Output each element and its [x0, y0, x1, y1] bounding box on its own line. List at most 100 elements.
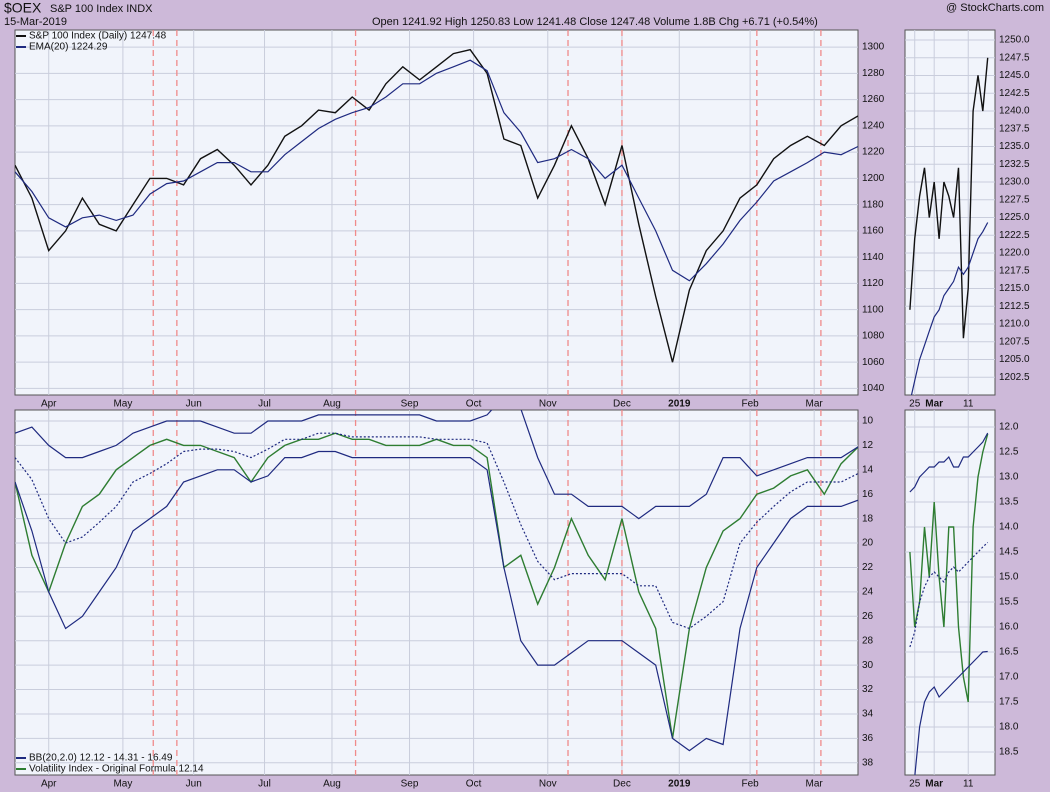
y-tick-label: 1247.5 [999, 52, 1030, 63]
y-tick-label: 14.0 [999, 522, 1019, 533]
legend-label: S&P 100 Index (Daily) 1247.48 [29, 31, 167, 42]
legend-label: BB(20,2.0) 12.12 - 14.31 - 16.49 [29, 753, 173, 764]
x-tick-label: 2019 [668, 779, 691, 790]
series-line [909, 432, 989, 493]
series-line [909, 433, 989, 703]
date: 15-Mar-2019 [4, 16, 67, 28]
series-line [909, 57, 989, 339]
x-tick-label: Mar [806, 399, 824, 410]
x-tick-label: 11 [963, 399, 974, 410]
x-tick-label: Oct [466, 779, 482, 790]
quote: Open 1241.92 High 1250.83 Low 1241.48 Cl… [372, 16, 818, 28]
y-tick-label: 26 [862, 611, 874, 622]
y-tick-label: 1200 [862, 173, 885, 184]
y-tick-label: 1205.0 [999, 354, 1030, 365]
plot-area [14, 29, 859, 396]
y-tick-label: 1300 [862, 42, 885, 53]
y-tick-label: 1140 [862, 252, 884, 263]
y-tick-label: 1220.0 [999, 248, 1030, 259]
plot-area [14, 409, 859, 776]
y-tick-label: 1227.5 [999, 194, 1030, 205]
y-tick-label: 15.0 [999, 572, 1019, 583]
x-tick-label: 25 [909, 399, 921, 410]
y-tick-label: 1250.0 [999, 35, 1030, 46]
x-tick-label: Nov [539, 779, 557, 790]
x-tick-label: Dec [613, 399, 631, 410]
y-tick-label: 17.5 [999, 697, 1019, 708]
y-tick-label: 1100 [862, 304, 884, 315]
x-tick-label: Jul [258, 399, 271, 410]
y-tick-label: 1217.5 [999, 265, 1030, 276]
x-tick-label: Mar [806, 779, 824, 790]
y-tick-label: 18 [862, 513, 874, 524]
y-tick-label: 20 [862, 538, 874, 549]
x-tick-label: Apr [41, 779, 57, 790]
y-tick-label: 1210.0 [999, 319, 1030, 330]
x-tick-label: Jun [186, 779, 202, 790]
y-tick-label: 1240.0 [999, 106, 1030, 117]
x-tick-label: Feb [741, 779, 759, 790]
x-tick-label: 2019 [668, 399, 691, 410]
y-tick-label: 1235.0 [999, 141, 1030, 152]
y-tick-label: 1215.0 [999, 283, 1030, 294]
y-tick-label: 1240 [862, 120, 885, 131]
y-tick-label: 28 [862, 635, 874, 646]
credit: @ StockCharts.com [946, 2, 1044, 14]
y-tick-label: 16 [862, 489, 874, 500]
y-tick-label: 1040 [862, 383, 885, 394]
series-line [910, 222, 989, 395]
y-tick-label: 1160 [862, 226, 884, 237]
series-line [914, 650, 988, 775]
y-tick-label: 1080 [862, 331, 885, 342]
y-tick-label: 15.5 [999, 597, 1019, 608]
y-tick-label: 1180 [862, 199, 884, 210]
y-tick-label: 12.5 [999, 447, 1019, 458]
symbol: $OEX [4, 0, 42, 16]
y-tick-label: 14 [862, 464, 874, 475]
x-tick-label: Mar [925, 779, 943, 790]
x-tick-label: Feb [741, 399, 759, 410]
series-line [15, 48, 858, 363]
legend-label: Volatility Index - Original Formula 12.1… [29, 764, 204, 775]
y-tick-label: 1212.5 [999, 301, 1030, 312]
y-tick-label: 36 [862, 733, 874, 744]
plot-area [904, 409, 996, 776]
x-tick-label: Apr [41, 399, 57, 410]
y-tick-label: 1220 [862, 147, 885, 158]
x-tick-label: Sep [401, 399, 419, 410]
series-line [15, 450, 858, 752]
y-tick-label: 1230.0 [999, 177, 1030, 188]
series-line [15, 410, 858, 520]
x-tick-label: Sep [401, 779, 419, 790]
x-tick-label: Dec [613, 779, 631, 790]
y-tick-label: 16.5 [999, 647, 1019, 658]
y-tick-label: 1245.0 [999, 70, 1030, 81]
x-tick-label: Nov [539, 399, 557, 410]
y-tick-label: 1280 [862, 68, 885, 79]
y-tick-label: 12 [862, 440, 874, 451]
y-tick-label: 22 [862, 562, 874, 573]
y-tick-label: 1225.0 [999, 212, 1030, 223]
y-tick-label: 13.5 [999, 497, 1019, 508]
series-line [909, 542, 989, 648]
y-tick-label: 17.0 [999, 672, 1019, 683]
y-tick-label: 32 [862, 684, 874, 695]
index-name: S&P 100 Index INDX [50, 3, 153, 15]
y-tick-label: 24 [862, 587, 874, 598]
series-line [15, 432, 858, 630]
x-tick-label: Mar [925, 399, 943, 410]
x-tick-label: Aug [323, 779, 341, 790]
series-line [15, 59, 858, 282]
y-tick-label: 18.0 [999, 722, 1019, 733]
y-tick-label: 1060 [862, 357, 885, 368]
y-tick-label: 1237.5 [999, 123, 1030, 134]
x-tick-label: Jul [258, 779, 271, 790]
y-tick-label: 30 [862, 660, 874, 671]
y-tick-label: 10 [862, 416, 874, 427]
y-tick-label: 1222.5 [999, 230, 1030, 241]
y-tick-label: 12.0 [999, 422, 1019, 433]
y-tick-label: 1260 [862, 94, 885, 105]
y-tick-label: 16.0 [999, 622, 1019, 633]
y-tick-label: 1207.5 [999, 336, 1030, 347]
